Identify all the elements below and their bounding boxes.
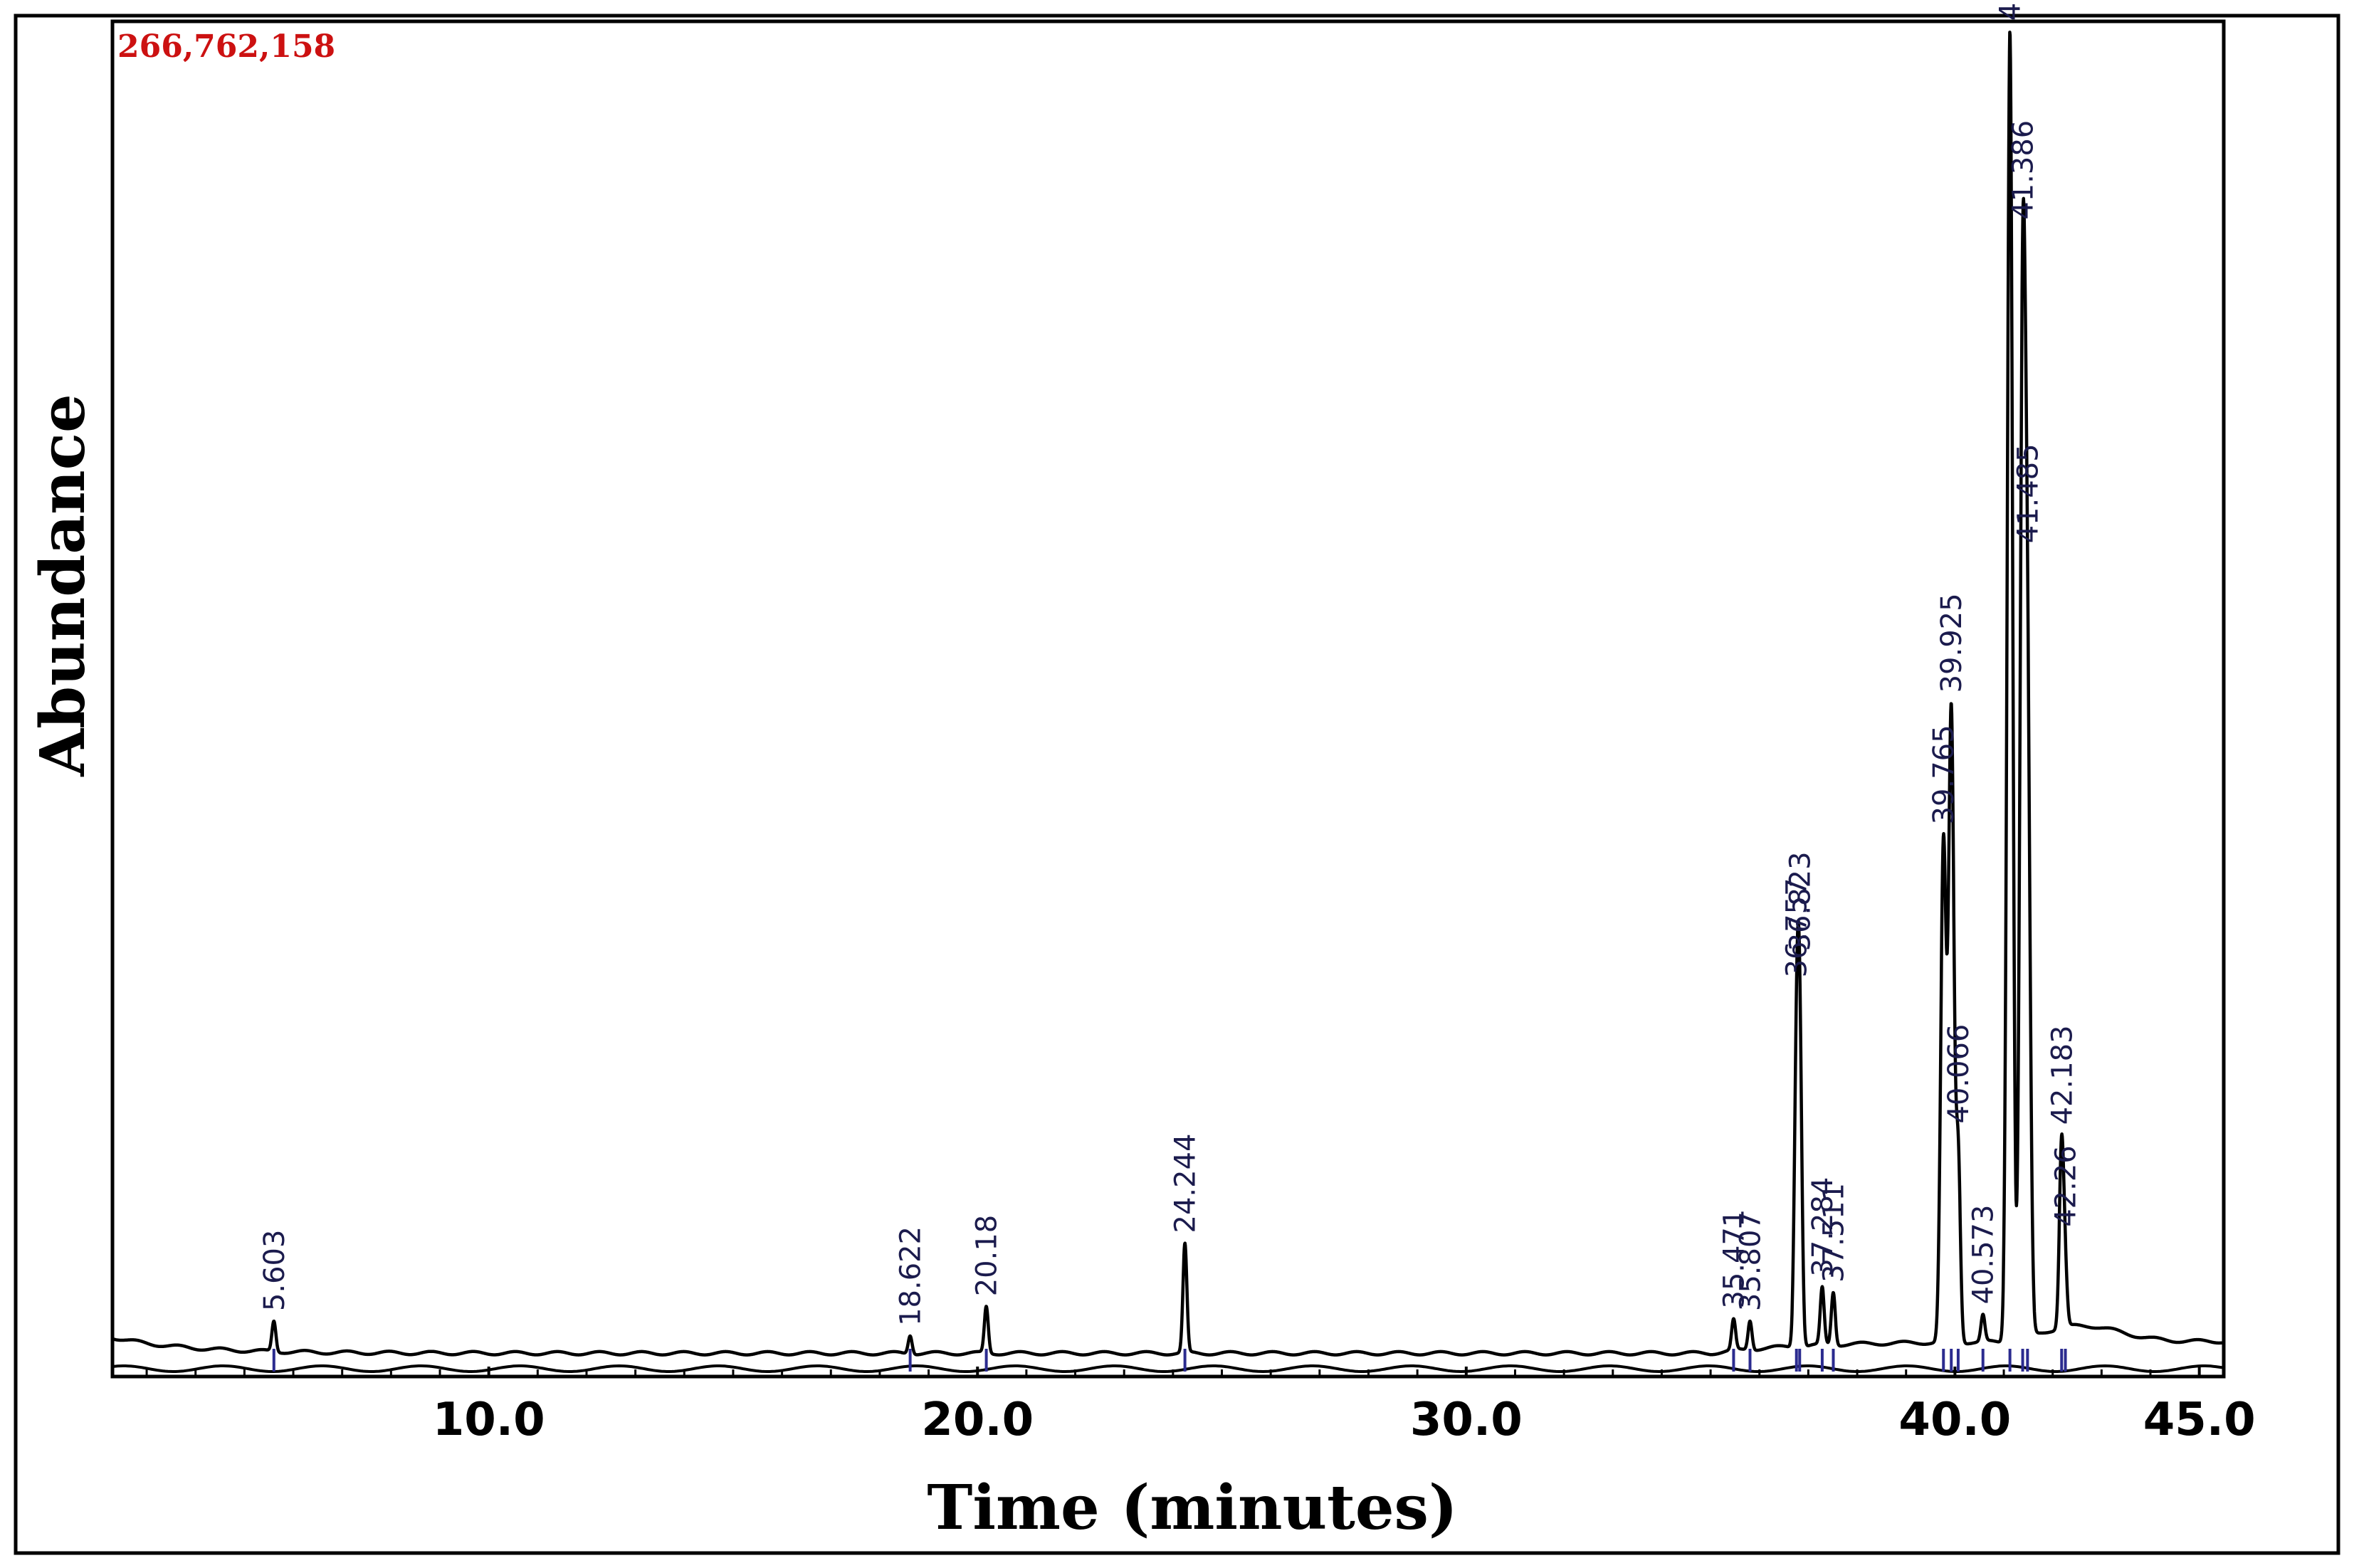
peak-label: 40.573 [1967,1205,2000,1305]
x-axis-ticks: 10.0 20.0 30.0 40.0 45.0 [433,1367,2256,1446]
peak-label: 20.18 [971,1215,1004,1297]
max-abundance-label: 266,762,158 [117,28,335,65]
chromatogram-trace [111,31,2225,1357]
peak-label: 37.284 [1807,1177,1839,1277]
plot-area [110,19,2226,1379]
peak-label: 41.125 [1995,0,2027,21]
peak-label: 36.823 [1784,851,1817,951]
chromatogram-trace-secondary [112,1364,2224,1373]
peak-label: 39.925 [1935,593,1968,693]
peak-marks [272,1349,2067,1372]
chromatogram-traces [111,31,2225,1373]
peak-label: 18.622 [895,1226,928,1326]
x-tick-label: 30.0 [1410,1394,1523,1446]
peak-label: 36.757 [1781,878,1814,977]
peak-label: 41.485 [2012,443,2044,543]
peak-label: 24.244 [1170,1134,1202,1233]
peak-label: 39.765 [1928,725,1960,824]
x-tick-label: 10.0 [433,1394,545,1446]
peak-label: 37.511 [1818,1183,1851,1283]
peak-label: 42.183 [2046,1025,2079,1125]
x-tick-label: 20.0 [921,1394,1034,1446]
peak-label: 35.471 [1718,1209,1750,1309]
peak-label: 35.807 [1735,1211,1767,1311]
peak-label: 40.066 [1943,1024,1975,1124]
x-axis-title: Time (minutes) [927,1472,1457,1544]
x-tick-label: 45.0 [2143,1394,2256,1446]
y-axis-title: Abundance [27,394,99,777]
x-tick-label: 40.0 [1898,1394,2011,1446]
peak-label: 42.26 [2050,1145,2083,1227]
peak-label: 41.386 [2007,120,2040,220]
peak-label: 5.603 [258,1230,291,1312]
